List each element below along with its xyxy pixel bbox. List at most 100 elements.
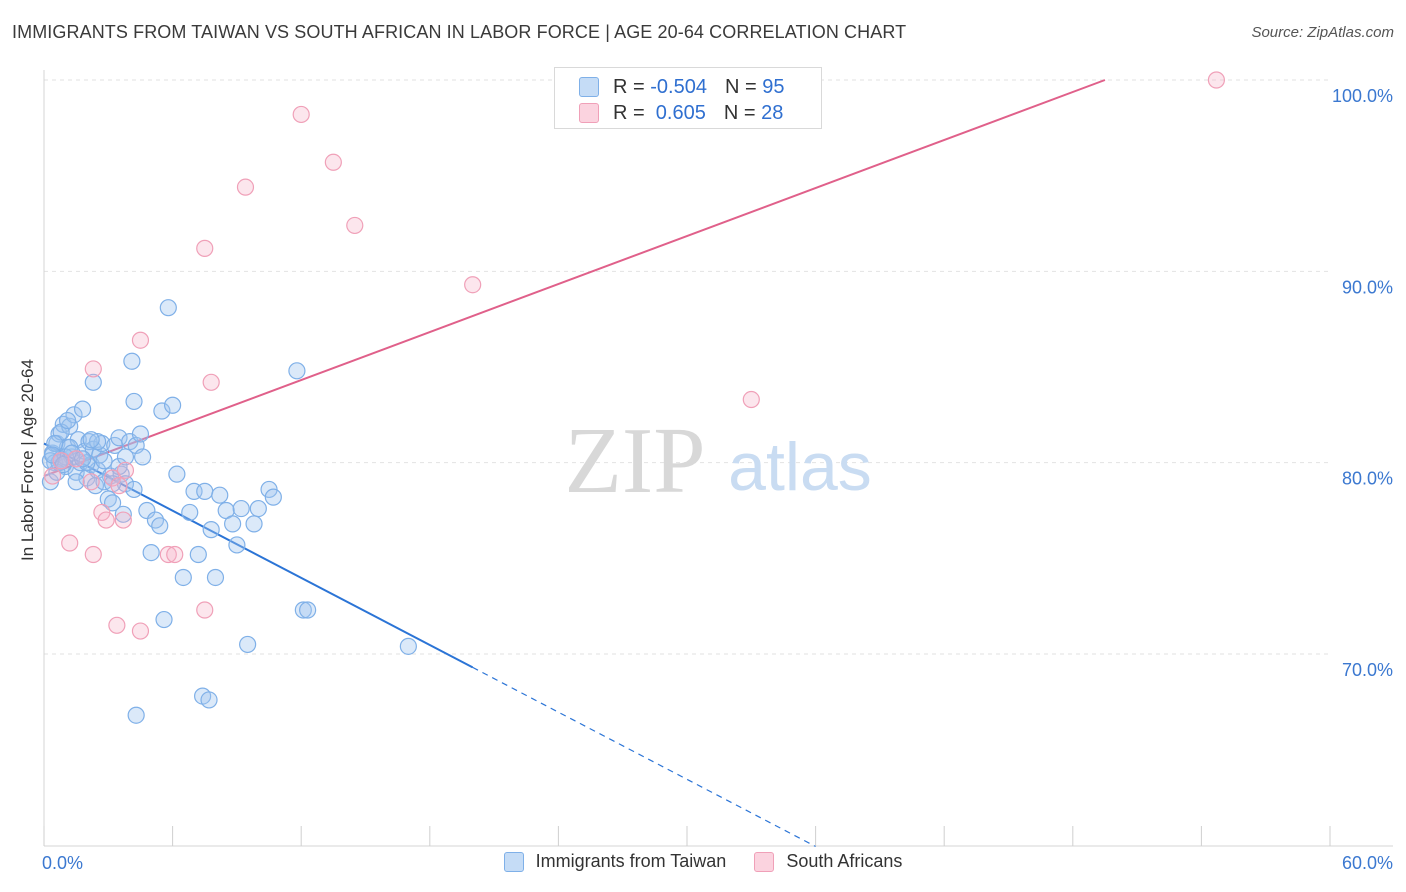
data-point [228,536,246,554]
legend-row-taiwan: R = -0.504 N = 95 [579,74,784,100]
data-point [84,545,102,564]
watermark: ZIP atlas [565,409,872,513]
data-point [103,475,122,493]
data-point [181,503,199,522]
legend-n-value: 95 [762,75,785,98]
trend-line-south-africans [43,79,1106,477]
data-point [168,465,186,483]
axes [43,70,1393,847]
data-point [1207,71,1226,89]
data-point [211,486,229,504]
x-tick-label-min: 0.0% [42,853,83,873]
legend-swatch-taiwan [579,77,599,97]
legend-item-south-africans[interactable]: South Africans [754,851,902,872]
data-points [41,71,1226,724]
chart-title: IMMIGRANTS FROM TAIWAN VS SOUTH AFRICAN … [12,22,907,42]
data-point [125,480,143,499]
data-point [131,425,150,443]
legend-item-taiwan[interactable]: Immigrants from Taiwan [503,851,726,872]
data-point [292,105,310,124]
data-point [67,450,85,468]
y-tick-label: 80.0% [1342,469,1393,489]
watermark-zip: ZIP [565,409,706,513]
data-point [127,706,145,724]
legend-r-value: 0.605 [650,101,706,124]
data-point [73,450,92,468]
data-point [206,568,225,587]
data-point [114,511,132,529]
data-point [299,601,317,619]
data-point [88,433,107,451]
data-point [52,452,70,470]
data-point [202,373,220,391]
data-point [264,488,282,506]
data-point [249,499,267,518]
data-point [82,431,100,449]
data-point [58,411,77,430]
correlation-legend: R = -0.504 N = 95 R = 0.605 N = 28 [554,67,822,129]
data-point [239,635,257,654]
data-point [116,461,135,479]
data-point [232,499,250,518]
series-taiwan-points [41,299,417,724]
trend-lines [43,79,1106,848]
data-point [131,331,150,349]
data-point [245,515,263,533]
data-point [159,545,177,564]
legend-n-label: N = [723,101,762,124]
data-point [196,239,214,257]
data-point [82,473,100,491]
legend-swatch-taiwan [503,851,524,872]
y-tick-label: 70.0% [1342,660,1393,680]
data-point [108,616,126,634]
y-tick-label: 90.0% [1342,277,1393,297]
data-point [133,448,152,466]
data-point [288,362,306,380]
tick-labels: 70.0% 80.0% 90.0% 100.0% 0.0% 60.0% [42,86,1393,873]
legend-row-south-africans: R = 0.605 N = 28 [579,100,783,126]
data-point [138,501,156,520]
legend-n-value: 28 [761,101,784,124]
y-tick-label: 100.0% [1332,86,1393,106]
data-point [236,178,255,196]
data-point [123,352,141,370]
trend-line-taiwan-extension [472,666,816,848]
legend-label-south-africans: South Africans [786,851,903,871]
data-point [294,601,312,619]
data-point [142,543,160,562]
data-point [125,392,143,411]
data-point [97,511,115,529]
data-point [116,448,135,466]
watermark-atlas: atlas [728,429,872,505]
data-point [73,400,92,418]
x-tick-label-max: 60.0% [1342,853,1393,873]
source-label: Source: ZipAtlas.com [1251,24,1394,41]
data-point [110,477,128,495]
legend-swatch-south-africans [754,851,775,872]
data-point [196,601,214,619]
data-point [155,610,173,629]
legend-swatch-south-africans [579,103,599,123]
data-point [153,402,171,420]
data-point [110,429,128,447]
data-point [67,473,85,491]
data-point [103,494,122,512]
data-point [151,517,169,535]
series-legend: Immigrants from Taiwan South Africans [0,851,1406,872]
data-point [61,534,79,552]
data-point [200,691,218,709]
data-point [65,406,83,424]
data-point [464,276,482,294]
series-south-africans-points [43,71,1226,640]
data-point [189,545,207,564]
data-point [164,396,182,414]
data-point [399,637,417,655]
legend-r-label: R = [613,75,651,98]
data-point [43,446,62,464]
data-point [174,568,192,587]
legend-n-label: N = [724,75,763,98]
data-point [224,515,242,533]
data-point [84,360,102,378]
data-point [346,216,364,235]
